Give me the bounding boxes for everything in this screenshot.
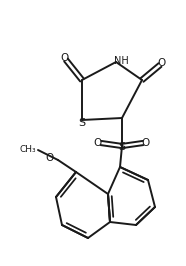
Text: S: S	[78, 118, 86, 128]
Text: S: S	[118, 142, 126, 152]
Text: O: O	[142, 138, 150, 148]
Text: CH₃: CH₃	[20, 144, 36, 153]
Text: O: O	[46, 153, 54, 163]
Text: NH: NH	[114, 56, 128, 66]
Text: O: O	[61, 53, 69, 63]
Text: O: O	[94, 138, 102, 148]
Text: O: O	[158, 58, 166, 68]
